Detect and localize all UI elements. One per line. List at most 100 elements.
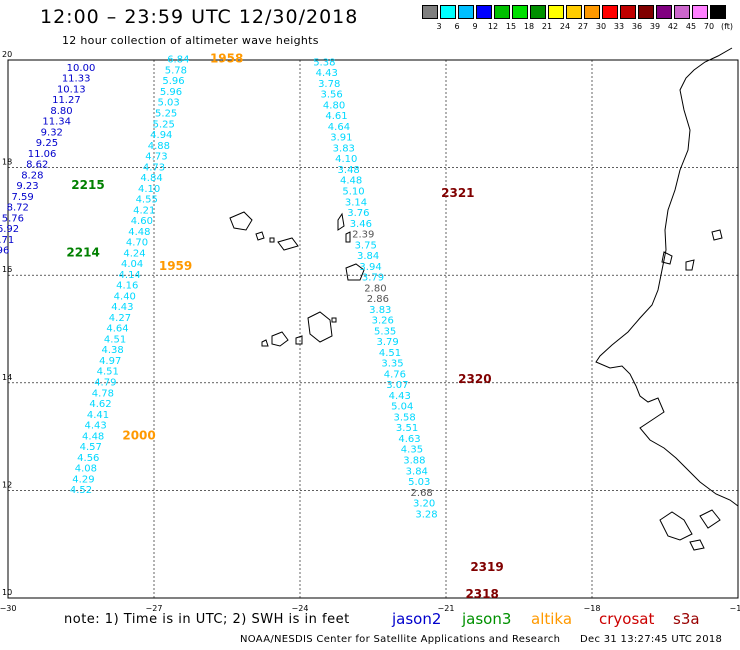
colorbar-swatch [440,5,456,19]
wave-height-value: 5.04 [391,402,413,413]
legend-cryosat: cryosat [599,610,655,628]
wave-height-value: 11.27 [52,95,81,106]
wave-height-value: 4.29 [72,474,94,485]
wave-height-value: 4.38 [102,345,124,356]
colorbar-label: 42 [667,22,679,31]
wave-height-value: 3.75 [355,240,377,251]
colorbar-swatch [674,5,690,19]
wave-height-value: 4.21 [133,205,155,216]
cape-verde-boa-vista-north [345,231,351,243]
colorbar-swatch [548,5,564,19]
pass-time-label: 2214 [66,245,99,259]
cape-verde-santa-luzia [269,237,275,243]
coast-island-5 [699,509,721,529]
y-tick-label: 18 [2,158,12,167]
altimeter-tracks: 10.0011.3310.1311.278.8011.349.329.2511.… [0,55,438,521]
wave-height-value: 5.10 [342,187,364,198]
wave-height-value: 3.58 [394,412,416,423]
colorbar-label: 45 [685,22,697,31]
wave-height-value: 4.40 [114,291,136,302]
footer-note: note: 1) Time is in UTC; 2) SWH is in fe… [64,612,350,627]
map-grid [7,59,739,599]
wave-height-value: 11.06 [28,149,57,160]
legend-jason2: jason2 [392,610,442,628]
wave-height-value: 3.76 [347,208,369,219]
wave-height-value: 6.92 [0,224,19,235]
pass-time-label: 2319 [470,560,503,574]
wave-height-value: 5.96 [160,87,182,98]
wave-height-value: 11.33 [62,74,91,85]
legend-s3a: s3a [673,610,700,628]
colorbar-swatch [512,5,528,19]
wave-height-value: 5.35 [374,326,396,337]
x-tick-label: −27 [146,604,163,613]
colorbar-label: (ft) [720,22,734,31]
cape-verde-sao-vicente [255,231,265,241]
wave-height-value: 2.80 [364,283,386,294]
wave-height-value: 3.46 [350,219,372,230]
pass-time-labels: 1958 2215 2214 1959 2321 2000 2320 2319 2318 [66,52,503,601]
legend-altika: altika [531,610,573,628]
wave-height-value: 5.03 [408,477,430,488]
cape-verde-sal [337,212,345,231]
colorbar-swatch [566,5,582,19]
wave-height-value: 9.25 [36,138,58,149]
wave-height-value: 4.80 [323,100,345,111]
wave-height-value: 3.26 [372,316,394,327]
wave-height-value: 4.52 [70,485,92,496]
wave-height-value: 3.28 [415,509,437,520]
wave-height-value: 5.25 [155,108,177,119]
colorbar-swatch [584,5,600,19]
map-subtitle: 12 hour collection of altimeter wave hei… [62,34,319,47]
map-frame [7,59,739,599]
colorbar-swatch [422,5,438,19]
colorbar-swatch [638,5,654,19]
wave-height-value: 4.55 [136,195,158,206]
wave-height-value: 5.78 [165,65,187,76]
x-tick-label: −24 [292,604,309,613]
coast-island-1 [661,251,673,265]
wave-height-value: 5.03 [157,98,179,109]
cape-verde-sao-nicolau [277,237,299,251]
colorbar-label: 15 [505,22,517,31]
wave-height-value: 4.08 [75,464,97,475]
wave-height-value: 5.25 [153,119,175,130]
wave-height-value: 4.43 [84,421,106,432]
axis-tick-labels: −30 −27 −24 −21 −18 −15 20 18 16 14 12 10 [0,50,740,613]
wave-height-value: 4.10 [335,154,357,165]
y-tick-label: 10 [2,588,12,597]
wave-height-value: 3.35 [381,359,403,370]
wave-height-value: 3.07 [386,380,408,391]
wave-height-value: 3.91 [330,133,352,144]
wave-height-value: 4.14 [119,270,141,281]
x-tick-label: −30 [0,604,16,613]
credit-line: NOAA/NESDIS Center for Satellite Applica… [240,634,561,645]
colorbar-label: 9 [472,22,478,31]
cape-verde-boa-vista [345,263,365,281]
colorbar-label: 12 [487,22,499,31]
wave-height-value: 3.83 [333,143,355,154]
wave-height-value: 10.00 [67,63,96,74]
wave-height-value: 6.84 [167,55,189,66]
wave-height-value: 4.76 [384,369,406,380]
colorbar-swatch [620,5,636,19]
wave-height-value: 4.24 [123,248,145,259]
wave-height-value: 4.64 [328,122,350,133]
wave-height-value: 9.23 [16,181,38,192]
wave-height-value: 2.86 [367,294,389,305]
wave-height-value: 2.39 [352,230,374,241]
pass-time-label: 2320 [458,372,491,386]
pass-time-label: 2000 [122,428,155,442]
legend-jason3: jason3 [462,610,512,628]
wave-height-value: 4.04 [121,259,143,270]
wave-height-value: 9.32 [41,127,63,138]
wave-height-value: 4.16 [116,281,138,292]
colorbar-swatch [602,5,618,19]
wave-height-value: 3.20 [413,499,435,510]
s3a-pass: 5.384.433.783.564.804.614.643.913.834.10… [313,57,437,520]
wave-height-value: 4.43 [389,391,411,402]
colorbar-swatch [656,5,672,19]
cape-verde-santo-antao [229,211,253,231]
colorbar-label: 30 [595,22,607,31]
wave-height-value: 4.73 [145,152,167,163]
